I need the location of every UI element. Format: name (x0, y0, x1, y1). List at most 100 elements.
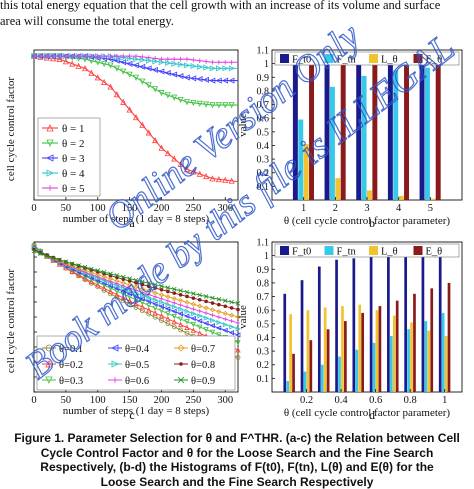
data-point (190, 301, 196, 307)
legend-entry: θ = 4 (62, 168, 85, 180)
bar (369, 257, 373, 392)
data-point (101, 60, 108, 68)
bar (398, 195, 404, 200)
data-point (228, 77, 235, 84)
body-text-fragment: this total energy equation that the cell… (0, 0, 474, 29)
data-point (133, 53, 139, 59)
x-tick-label: 5 (428, 203, 433, 214)
x-tick-label: 0 (31, 203, 36, 214)
data-point (113, 65, 120, 72)
data-point (178, 303, 183, 308)
x-tick-label: 2 (333, 203, 338, 214)
data-point (197, 292, 203, 298)
data-point (165, 311, 171, 317)
bar (329, 86, 335, 200)
data-point (164, 69, 171, 77)
data-point (151, 66, 158, 73)
data-point (140, 282, 145, 287)
legend-entry: L_θ (381, 55, 398, 66)
data-point (177, 376, 185, 384)
data-point (133, 293, 139, 299)
data-point (184, 62, 191, 69)
data-point (203, 59, 209, 64)
data-point (228, 330, 235, 336)
legend-swatch (413, 54, 423, 63)
bar (424, 321, 428, 392)
data-point (126, 297, 133, 304)
y-tick-label: 0.4 (257, 141, 270, 152)
data-point (235, 347, 241, 353)
bar (372, 63, 378, 200)
data-point (177, 160, 184, 167)
data-point (158, 90, 165, 97)
bar (286, 381, 290, 392)
data-point (113, 285, 120, 292)
data-point (216, 65, 223, 72)
data-point (222, 65, 229, 72)
data-point (159, 56, 164, 62)
data-point (139, 300, 146, 306)
data-point (166, 289, 170, 294)
data-point (203, 172, 210, 180)
data-point (196, 100, 203, 107)
y-tick-label: 0.2 (257, 360, 270, 371)
data-point (139, 54, 145, 60)
bar (300, 280, 304, 392)
bar (435, 63, 441, 200)
data-point (159, 299, 165, 305)
bar (309, 340, 313, 392)
body-text-line: this total energy equation that the cell… (0, 0, 441, 12)
x-tick-label: 3 (364, 203, 369, 214)
data-point (108, 279, 113, 284)
data-point (56, 55, 63, 62)
data-point (31, 248, 37, 254)
data-point (132, 74, 140, 81)
bar (361, 75, 367, 200)
data-point (63, 259, 69, 265)
data-point (203, 327, 209, 333)
data-point (204, 299, 208, 304)
data-point (120, 280, 126, 286)
legend-swatch (413, 246, 423, 255)
data-point (145, 298, 152, 304)
data-point (165, 59, 172, 67)
data-point (171, 60, 178, 67)
data-point (76, 263, 81, 268)
data-point (223, 317, 228, 322)
data-point (120, 53, 126, 59)
legend: θ = 1 θ = 2 θ = 3 θ = 4 θ = 5 (37, 117, 101, 197)
data-point (209, 65, 216, 72)
panel-label-c: c (129, 408, 134, 422)
x-axis-label: θ (cell cycle control factor parameter) (284, 215, 451, 227)
data-point (221, 77, 229, 84)
data-point (215, 176, 222, 183)
data-point (50, 255, 56, 261)
data-point (139, 121, 146, 128)
data-point (171, 313, 177, 320)
bar (298, 119, 304, 200)
data-point (95, 53, 101, 59)
data-point (133, 297, 139, 303)
legend-entry: θ=0.7 (191, 344, 215, 355)
y-axis-label: cell cycle control factor (5, 77, 17, 181)
data-point (209, 329, 216, 336)
data-point (177, 311, 184, 317)
data-point (222, 327, 228, 334)
data-point (120, 288, 126, 294)
legend-entry: θ=0.1 (59, 344, 83, 355)
panel-label-a: a (129, 216, 135, 230)
bar (289, 314, 292, 392)
data-point (94, 59, 101, 66)
data-point (197, 58, 203, 64)
bar (303, 144, 309, 200)
data-point (177, 72, 184, 80)
data-point (152, 86, 159, 93)
data-point (107, 283, 113, 289)
data-point (120, 294, 126, 301)
bar (375, 310, 379, 392)
data-point (133, 305, 139, 310)
data-point (95, 282, 101, 288)
data-point (184, 289, 190, 295)
data-point (184, 308, 190, 315)
data-point (159, 318, 164, 323)
